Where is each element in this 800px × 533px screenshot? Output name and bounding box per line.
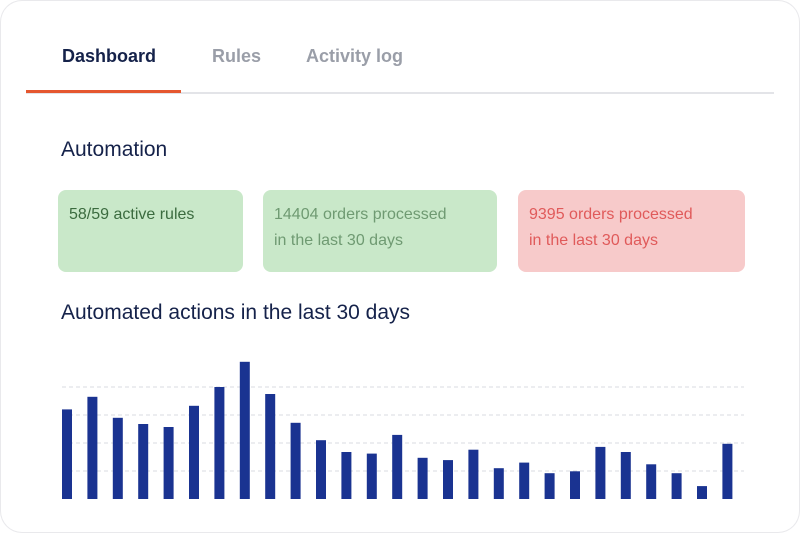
chart-bar xyxy=(265,394,276,499)
chart-bar xyxy=(163,427,174,499)
chart-bar xyxy=(138,424,149,499)
chart-bar xyxy=(493,468,504,499)
chart-bar xyxy=(112,417,123,499)
stat-card-subtext: in the last 30 days xyxy=(529,232,658,249)
chart-bar xyxy=(671,473,682,499)
chart-bar xyxy=(392,434,403,499)
tab-rules[interactable]: Rules xyxy=(212,46,262,66)
chart-bar xyxy=(189,405,199,499)
section-title: Automation xyxy=(61,138,168,161)
chart-bar xyxy=(290,422,301,499)
chart-bar xyxy=(570,471,580,499)
chart-bar xyxy=(620,452,631,499)
chart-bar xyxy=(595,446,606,499)
tab-activity-log[interactable]: Activity log xyxy=(306,46,404,66)
chart-bar xyxy=(87,396,98,499)
chart-bar xyxy=(341,452,352,499)
chart-bar xyxy=(316,440,326,499)
chart-title: Automated actions in the last 30 days xyxy=(61,301,411,324)
stat-card-text: 14404 orders processed xyxy=(274,206,447,223)
chart-bar xyxy=(697,486,707,499)
actions-bar-chart xyxy=(62,361,744,499)
stat-card-subtext: in the last 30 days xyxy=(274,232,403,249)
chart-bar xyxy=(214,387,225,499)
stat-card-active-rules: 58/59 active rules xyxy=(58,190,243,272)
stat-card-orders-failed: 9395 orders processed in the last 30 day… xyxy=(518,190,745,272)
tab-bar: Dashboard Rules Activity log xyxy=(26,0,774,94)
stat-card-text: 58/59 active rules xyxy=(69,206,195,223)
chart-bar xyxy=(544,473,555,499)
active-tab-indicator xyxy=(26,90,181,93)
chart-bar xyxy=(62,409,72,499)
chart-bar xyxy=(443,460,453,499)
stat-card-text: 9395 orders processed xyxy=(529,206,693,223)
chart-bar xyxy=(366,453,377,499)
chart-bar xyxy=(646,464,657,499)
stat-card-orders-processed: 14404 orders processed in the last 30 da… xyxy=(263,190,497,272)
chart-bar xyxy=(722,443,733,499)
chart-bar xyxy=(519,462,530,499)
chart-bar xyxy=(239,361,250,499)
chart-bar xyxy=(468,449,479,499)
chart-bar xyxy=(417,457,428,499)
tab-dashboard[interactable]: Dashboard xyxy=(62,46,157,66)
